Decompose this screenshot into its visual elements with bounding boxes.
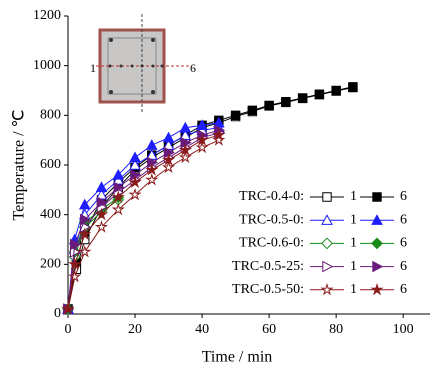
data-point (332, 86, 340, 94)
x-tick-label: 40 (195, 322, 209, 337)
data-point (80, 247, 90, 256)
legend-label: 1 (350, 282, 357, 297)
legend-label: TRC-0.4-0: (239, 189, 304, 204)
legend-label: 6 (400, 282, 407, 297)
y-tick-label: 1200 (33, 8, 61, 23)
x-tick-label: 0 (65, 322, 72, 337)
legend-label: 1 (350, 259, 357, 274)
x-tick-label: 100 (393, 322, 414, 337)
legend-label: 6 (400, 189, 407, 204)
legend-label: TRC-0.5-0: (239, 212, 304, 227)
data-point (349, 83, 357, 91)
x-axis-title: Time / min (202, 349, 273, 366)
data-point (180, 152, 190, 161)
legend-label: TRC-0.6-0: (239, 236, 304, 251)
data-point (197, 142, 207, 151)
x-tick-label: 80 (329, 322, 343, 337)
series-line (68, 133, 219, 309)
data-point (97, 182, 107, 191)
y-tick-label: 200 (40, 257, 61, 272)
legend-label: 1 (350, 236, 357, 251)
legend-label: 6 (400, 236, 407, 251)
data-point (248, 106, 256, 114)
series-line (68, 140, 219, 309)
legend-label: 1 (350, 212, 357, 227)
inset-label: 6 (190, 61, 196, 75)
legend-label: 6 (400, 259, 407, 274)
y-tick-label: 1000 (33, 58, 61, 73)
x-tick-label: 20 (128, 322, 142, 337)
data-point (282, 97, 290, 105)
legend-label: TRC-0.5-50: (232, 282, 304, 297)
data-point (113, 205, 123, 214)
y-tick-label: 400 (40, 207, 61, 222)
y-tick-label: 800 (40, 108, 61, 123)
data-point (298, 94, 306, 102)
y-tick-label: 600 (40, 157, 61, 172)
data-point (265, 101, 273, 109)
data-point (130, 153, 140, 162)
y-axis-title: Temperature / ℃ (11, 109, 28, 220)
legend-label: 1 (350, 189, 357, 204)
legend-marker (323, 193, 331, 201)
legend-label: TRC-0.5-25: (232, 259, 304, 274)
chart: 1 6 Time / min Temperature / ℃ 020040060… (0, 0, 433, 378)
data-point (231, 111, 239, 119)
legend-marker (373, 193, 381, 201)
inset: 1 6 (90, 14, 196, 112)
data-point (147, 140, 157, 149)
x-tick-label: 60 (262, 322, 276, 337)
legend-label: 6 (400, 212, 407, 227)
inset-label: 1 (90, 61, 96, 75)
data-point (315, 90, 323, 98)
y-tick-label: 0 (54, 306, 61, 321)
data-point (164, 133, 174, 142)
